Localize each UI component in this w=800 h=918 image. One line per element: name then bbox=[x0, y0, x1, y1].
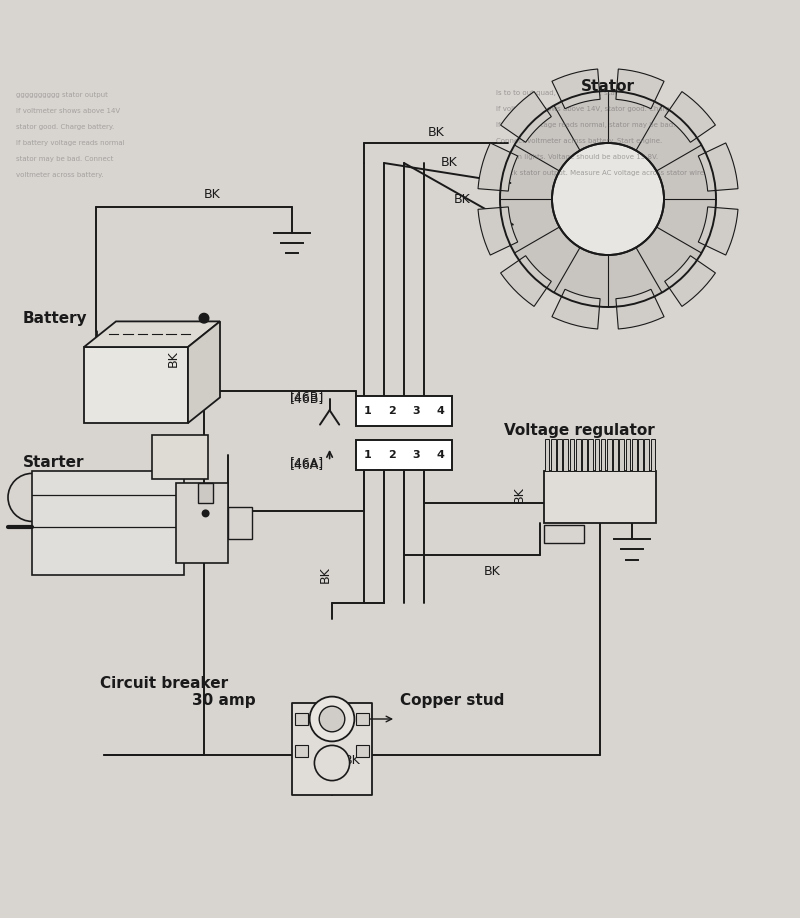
Circle shape bbox=[310, 697, 354, 742]
Text: Check stator output. Measure AC voltage across stator wires.: Check stator output. Measure AC voltage … bbox=[496, 170, 710, 175]
Text: 2: 2 bbox=[388, 450, 396, 460]
Text: BK: BK bbox=[204, 188, 220, 201]
Text: If battery voltage reads normal: If battery voltage reads normal bbox=[16, 140, 125, 146]
Polygon shape bbox=[501, 92, 551, 142]
Polygon shape bbox=[84, 321, 220, 347]
Polygon shape bbox=[698, 207, 738, 255]
Text: BK: BK bbox=[428, 126, 444, 139]
Text: stator good. Charge battery.: stator good. Charge battery. bbox=[16, 124, 114, 130]
Text: stator may be bad. Connect: stator may be bad. Connect bbox=[16, 156, 114, 162]
Text: Stator: Stator bbox=[581, 80, 635, 95]
Text: 1: 1 bbox=[364, 406, 372, 416]
Polygon shape bbox=[478, 143, 518, 191]
Text: 2: 2 bbox=[388, 406, 396, 416]
Text: BK: BK bbox=[319, 566, 332, 583]
Bar bbox=[295, 712, 308, 725]
Text: 1: 1 bbox=[364, 450, 372, 460]
Bar bbox=[632, 439, 637, 471]
Circle shape bbox=[319, 706, 345, 732]
Text: BK: BK bbox=[513, 487, 526, 503]
Text: 30 amp: 30 amp bbox=[192, 693, 256, 708]
Bar bbox=[619, 439, 624, 471]
Polygon shape bbox=[500, 91, 716, 307]
Bar bbox=[356, 712, 369, 725]
Bar bbox=[558, 439, 562, 471]
Polygon shape bbox=[665, 256, 715, 307]
Circle shape bbox=[199, 313, 209, 323]
Text: 3: 3 bbox=[412, 406, 420, 416]
Text: If voltmeter shows above 14V: If voltmeter shows above 14V bbox=[16, 108, 120, 114]
Polygon shape bbox=[616, 289, 664, 329]
Text: voltmeter across battery.: voltmeter across battery. bbox=[16, 172, 103, 178]
Bar bbox=[626, 439, 630, 471]
Text: [46B]: [46B] bbox=[290, 390, 324, 403]
Text: Copper stud: Copper stud bbox=[400, 693, 504, 708]
Bar bbox=[582, 439, 586, 471]
Polygon shape bbox=[665, 92, 715, 142]
Polygon shape bbox=[552, 289, 600, 329]
Bar bbox=[614, 439, 618, 471]
Bar bbox=[576, 439, 581, 471]
Bar bbox=[545, 439, 550, 471]
Bar bbox=[356, 744, 369, 757]
Bar bbox=[644, 439, 649, 471]
Text: If voltmeter shows above 14V, stator good. Charge battery.: If voltmeter shows above 14V, stator goo… bbox=[496, 106, 703, 112]
Text: 4: 4 bbox=[436, 450, 444, 460]
Text: 4: 4 bbox=[436, 406, 444, 416]
Bar bbox=[638, 439, 642, 471]
Bar bbox=[594, 439, 599, 471]
Polygon shape bbox=[501, 256, 551, 307]
Circle shape bbox=[202, 509, 210, 518]
Bar bbox=[563, 439, 568, 471]
Text: BK: BK bbox=[484, 565, 500, 577]
Text: If battery voltage reads normal, stator may be bad.: If battery voltage reads normal, stator … bbox=[496, 121, 675, 128]
Text: Is to to out quad, BK, Bat, out, stator, voltage: Is to to out quad, BK, Bat, out, stator,… bbox=[496, 90, 655, 95]
Bar bbox=[198, 483, 213, 503]
Text: Battery: Battery bbox=[22, 311, 87, 327]
Text: BK: BK bbox=[442, 156, 458, 170]
Bar bbox=[588, 439, 593, 471]
Text: [46B]: [46B] bbox=[290, 393, 324, 406]
Text: Circuit breaker: Circuit breaker bbox=[100, 676, 228, 690]
Bar bbox=[544, 525, 584, 543]
Bar bbox=[607, 439, 612, 471]
Polygon shape bbox=[616, 69, 664, 108]
Circle shape bbox=[552, 143, 664, 255]
Bar bbox=[570, 439, 574, 471]
Bar bbox=[551, 439, 556, 471]
Bar bbox=[176, 483, 228, 563]
Polygon shape bbox=[478, 207, 518, 255]
Bar bbox=[228, 507, 252, 539]
Bar bbox=[152, 435, 208, 479]
Polygon shape bbox=[552, 69, 600, 108]
Text: [46A]: [46A] bbox=[290, 455, 324, 469]
Text: [46A]: [46A] bbox=[290, 458, 324, 471]
Circle shape bbox=[314, 745, 350, 780]
Polygon shape bbox=[698, 143, 738, 191]
Bar bbox=[295, 744, 308, 757]
Bar bbox=[32, 471, 184, 575]
Bar bbox=[292, 703, 372, 795]
Text: Voltage regulator: Voltage regulator bbox=[504, 423, 654, 439]
Text: BK: BK bbox=[454, 193, 470, 207]
Text: BK: BK bbox=[344, 754, 360, 767]
Text: BK: BK bbox=[167, 351, 180, 367]
Bar bbox=[356, 440, 452, 470]
Bar bbox=[84, 347, 188, 423]
Bar bbox=[601, 439, 606, 471]
Polygon shape bbox=[188, 321, 220, 423]
Text: 3: 3 bbox=[412, 450, 420, 460]
Text: Turn on lights. Voltage should be above 13.8V.: Turn on lights. Voltage should be above … bbox=[496, 153, 658, 160]
Text: Starter: Starter bbox=[22, 455, 84, 471]
Bar bbox=[356, 396, 452, 426]
Bar bbox=[544, 471, 656, 523]
Text: Connect voltmeter across battery. Start engine.: Connect voltmeter across battery. Start … bbox=[496, 138, 662, 143]
Bar bbox=[650, 439, 655, 471]
Text: gggggggggg stator output: gggggggggg stator output bbox=[16, 92, 108, 98]
